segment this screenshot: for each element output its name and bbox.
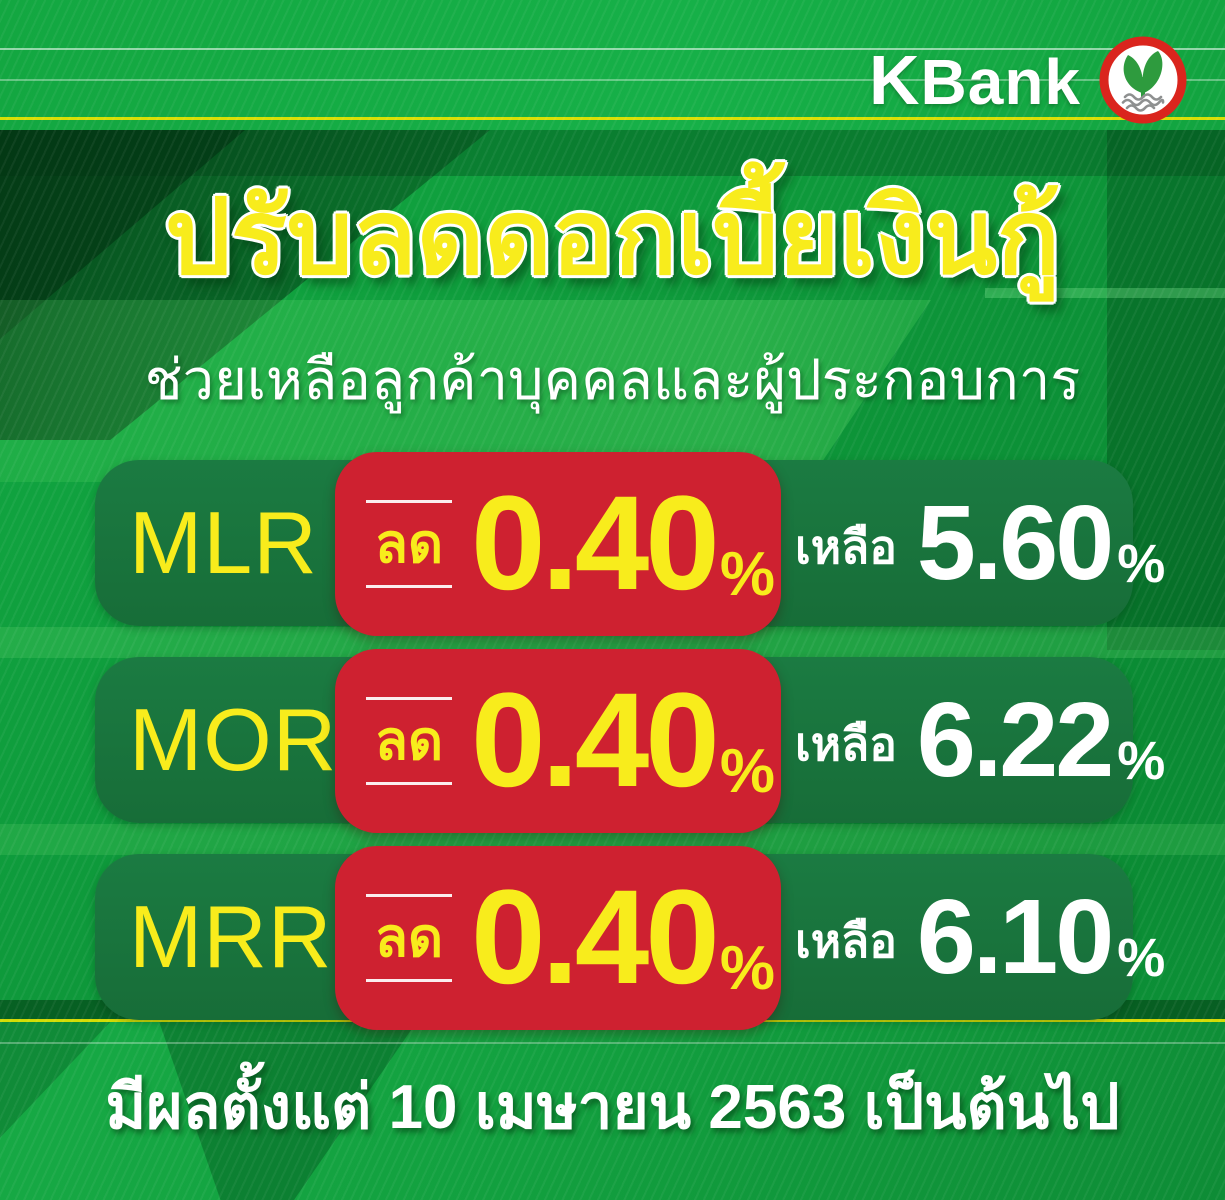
rate-row-mrr: MRR ลด 0.40 % เหลือ 6.10 % <box>95 846 1165 1030</box>
brand-wordmark-bank: Bank <box>920 46 1081 118</box>
reduce-percent-sign: % <box>719 934 775 1003</box>
reduce-label: ลด <box>374 514 444 574</box>
remain-value: 6.10 <box>916 878 1114 996</box>
reduce-label-rule-bottom <box>366 585 452 588</box>
reduce-label-block: ลด <box>361 500 457 588</box>
effective-date-text: มีผลตั้งแต่ 10 เมษายน 2563 เป็นต้นไป <box>105 1073 1120 1142</box>
reduce-label-block: ลด <box>361 697 457 785</box>
rate-row-mlr: MLR ลด 0.40 % เหลือ 5.60 % <box>95 452 1165 636</box>
reduce-value: 0.40 <box>471 469 720 618</box>
reduce-label-block: ลด <box>361 894 457 982</box>
remain-value: 5.60 <box>916 484 1114 602</box>
brand-wordmark-k: K <box>868 41 921 119</box>
reduce-label-rule-top <box>366 500 452 503</box>
reduce-percent-sign: % <box>719 540 775 609</box>
reduce-percent-sign: % <box>719 737 775 806</box>
reduce-label-rule-top <box>366 697 452 700</box>
rate-code-label: MRR <box>129 887 333 986</box>
page-subtitle: ช่วยเหลือลูกค้าบุคคลและผู้ประกอบการ <box>144 348 1081 411</box>
bg-thin-white-line-bottom <box>0 1042 1225 1044</box>
remain-label: เหลือ <box>795 718 897 770</box>
rate-code-label: MLR <box>129 493 318 592</box>
reduce-label: ลด <box>374 908 444 968</box>
reduction-badge: ลด 0.40 % <box>335 452 781 636</box>
remaining-rate-group: เหลือ 6.10 % <box>795 854 1165 1020</box>
remain-percent-sign: % <box>1117 928 1166 988</box>
remain-label: เหลือ <box>795 915 897 967</box>
rate-code-label: MOR <box>129 690 338 789</box>
remaining-rate-group: เหลือ 6.22 % <box>795 657 1165 823</box>
brand-wordmark: KBank <box>869 45 1081 115</box>
reduce-label-rule-bottom <box>366 979 452 982</box>
remain-label: เหลือ <box>795 521 897 573</box>
remain-value: 6.22 <box>916 681 1114 799</box>
remain-percent-sign: % <box>1117 731 1166 791</box>
remain-percent-sign: % <box>1117 534 1166 594</box>
reduce-label-rule-top <box>366 894 452 897</box>
reduce-value: 0.40 <box>471 666 720 815</box>
reduce-label: ลด <box>374 711 444 771</box>
reduce-label-rule-bottom <box>366 782 452 785</box>
kbank-rice-sprout-logo-icon <box>1099 36 1187 124</box>
rate-row-mor: MOR ลด 0.40 % เหลือ 6.22 % <box>95 649 1165 833</box>
remaining-rate-group: เหลือ 5.60 % <box>795 460 1165 626</box>
page-title: ปรับลดดอกเบี้ยเงินกู้ <box>164 180 1061 296</box>
brand-lockup: KBank <box>869 36 1187 124</box>
reduction-badge: ลด 0.40 % <box>335 846 781 1030</box>
reduce-value: 0.40 <box>471 863 720 1012</box>
reduction-badge: ลด 0.40 % <box>335 649 781 833</box>
